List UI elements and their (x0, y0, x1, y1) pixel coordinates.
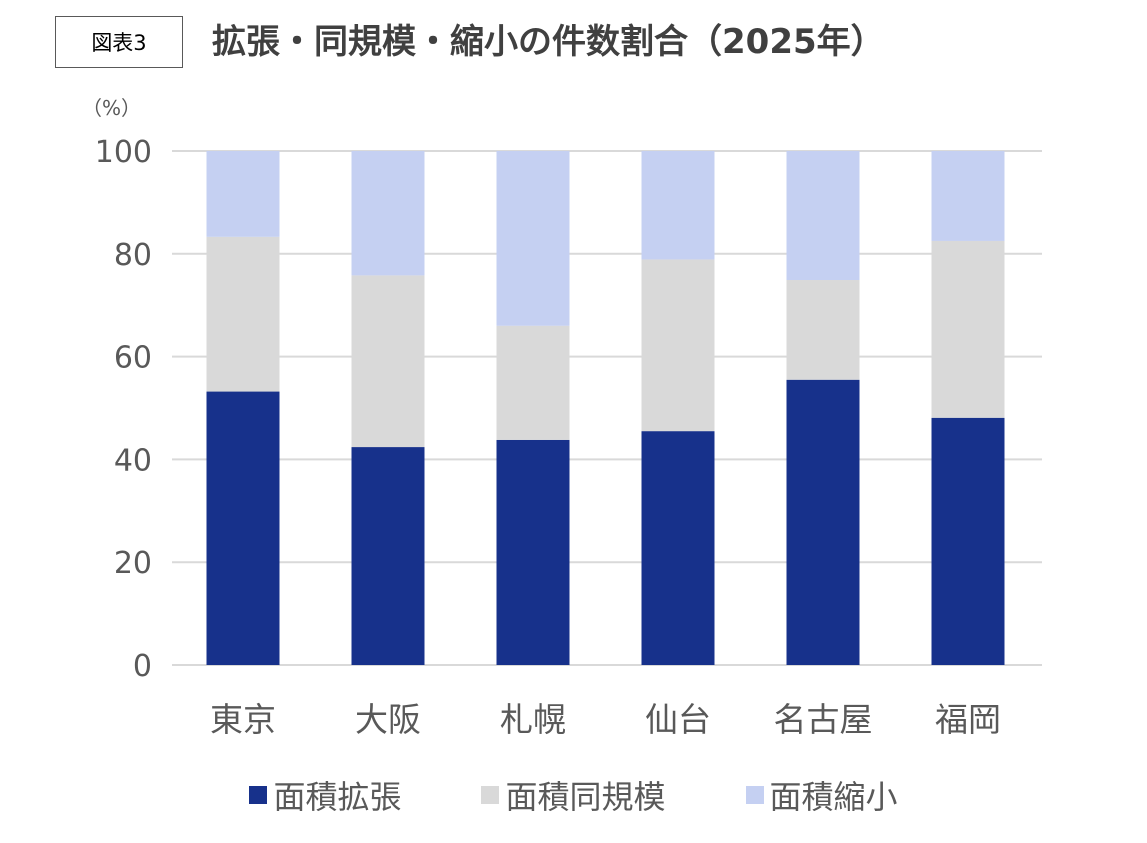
x-tick-label: 福岡 (935, 700, 1001, 739)
y-tick-label: 100 (95, 135, 152, 170)
bar-segment (351, 447, 425, 665)
legend-item: 面積拡張 (249, 772, 401, 818)
bar-segment (206, 391, 280, 665)
legend-label: 面積拡張 (273, 778, 402, 816)
y-tick-label: 0 (133, 649, 152, 684)
chart-legend: 面積拡張 面積同規模 面積縮小 (0, 770, 1147, 820)
legend-label: 面積同規模 (505, 778, 666, 816)
x-tick-label: 名古屋 (774, 700, 873, 739)
bar-segment (931, 151, 1005, 241)
figure-label: 図表3 (55, 16, 183, 68)
legend-item: 面積縮小 (745, 772, 898, 818)
chart-title: 拡張・同規模・縮小の件数割合（2025年） (212, 22, 885, 62)
y-axis-unit-label: （%） (82, 96, 142, 120)
bar-segment (786, 151, 860, 281)
bar-segment (931, 417, 1005, 665)
y-tick-label: 80 (114, 238, 152, 273)
bar-segment (786, 379, 860, 665)
legend-swatch (249, 786, 268, 804)
y-tick-label: 60 (114, 341, 152, 376)
bar-segment (641, 151, 715, 260)
bar-segment (496, 151, 570, 326)
bar-segment (496, 439, 570, 665)
y-tick-label: 40 (114, 443, 152, 478)
legend-swatch (745, 786, 764, 804)
bar-segment (496, 325, 570, 440)
legend-label: 面積縮小 (769, 778, 898, 816)
x-tick-label: 大阪 (355, 700, 421, 739)
legend-swatch (481, 786, 500, 804)
y-tick-label: 20 (114, 546, 152, 581)
bar-segment (641, 259, 715, 432)
x-tick-label: 仙台 (645, 700, 711, 739)
bar-segment (351, 275, 425, 448)
x-tick-label: 札幌 (500, 700, 566, 739)
bar-segment (206, 151, 280, 237)
bar-segment (206, 236, 280, 392)
bar-segment (351, 151, 425, 276)
bar-segment (786, 280, 860, 380)
bar-segment (641, 431, 715, 665)
legend-item: 面積同規模 (481, 772, 666, 818)
bar-segment (931, 240, 1005, 418)
x-tick-label: 東京 (210, 700, 276, 739)
